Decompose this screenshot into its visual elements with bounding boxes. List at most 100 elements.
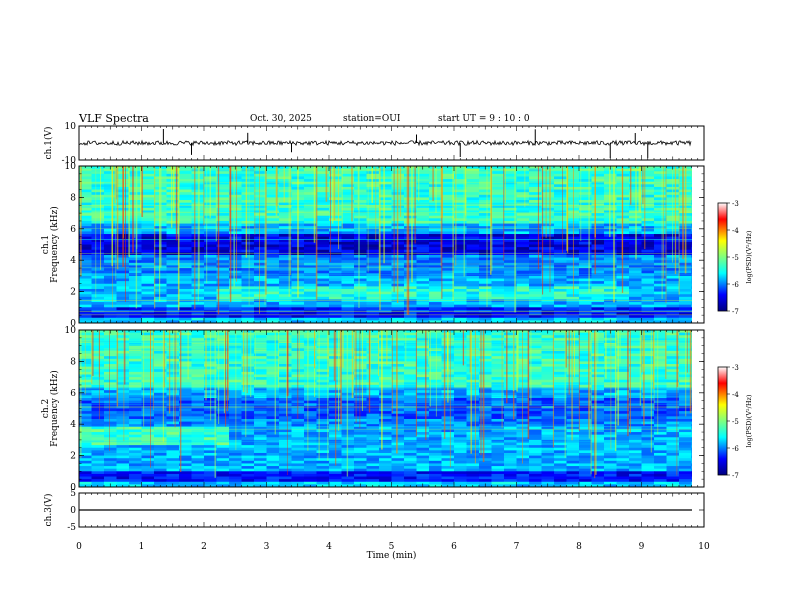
spectrogram-cell [629, 377, 642, 381]
spectrogram-cell [404, 176, 417, 180]
spectrogram-cell [204, 296, 217, 300]
spectrogram-cell [454, 291, 467, 295]
spectrogram-cell [116, 270, 130, 274]
spectrogram-cell [191, 361, 205, 365]
spectrogram-cell [79, 294, 92, 298]
spectrogram-cell [229, 307, 242, 311]
spectrogram-cell [366, 356, 380, 360]
spectrogram-cell [266, 400, 280, 404]
spectrogram-cell [491, 223, 505, 227]
spectrogram-cell [579, 400, 592, 404]
spectrogram-cell [416, 400, 430, 404]
spectrogram-cell [241, 223, 255, 227]
spectrogram-cell [266, 220, 280, 224]
spectrogram-cell [154, 421, 167, 425]
spectrogram-cell [579, 392, 592, 396]
spectrogram-cell [379, 296, 392, 300]
spectrogram-cell [254, 176, 267, 180]
spectrogram-cell [229, 228, 242, 232]
spectrogram-cell [441, 286, 455, 290]
spectrogram-cell [479, 390, 492, 394]
spectrogram-cell [279, 364, 292, 368]
spectrogram-cell [654, 361, 667, 365]
spectrogram-cell [241, 299, 255, 303]
spectrogram-cell [166, 299, 180, 303]
spectrogram-cell [654, 411, 667, 415]
spectrogram-cell [229, 358, 242, 362]
spectrogram-cell [216, 288, 230, 292]
spectrogram-cell [216, 249, 230, 253]
spectrogram-cell [304, 213, 317, 217]
spectrogram-cell [341, 213, 355, 217]
spectrogram-cell [204, 244, 217, 248]
spectrogram-cell [241, 226, 255, 230]
spectrogram-cell [591, 421, 605, 425]
spectrogram-cell [329, 179, 342, 183]
spectrogram-cell [179, 398, 192, 402]
spectrogram-cell [466, 228, 480, 232]
spectrogram-cell [441, 192, 455, 196]
spectrogram-cell [129, 348, 142, 352]
spectrogram-cell [291, 307, 305, 311]
spectrogram-cell [166, 288, 180, 292]
spectrogram-cell [554, 207, 567, 211]
spectrogram-cell [316, 353, 330, 357]
spectrogram-cell [229, 200, 242, 204]
spectrogram-cell [454, 281, 467, 285]
spectrogram-cell [79, 218, 92, 222]
spectrogram-cell [129, 356, 142, 360]
spectrogram-cell [379, 215, 392, 219]
spectrogram-cell [91, 379, 105, 383]
spectrogram-cell [79, 275, 92, 279]
spectrogram-cell [79, 268, 92, 272]
spectrogram-cell [379, 200, 392, 204]
spectrogram-cell [529, 356, 542, 360]
spectrogram-cell [179, 228, 192, 232]
spectrogram-cell [641, 215, 655, 219]
spectrogram-cell [229, 244, 242, 248]
spectrogram-cell [191, 421, 205, 425]
spectrogram-cell [141, 348, 155, 352]
spectrogram-cell [404, 377, 417, 381]
spectrogram-cell [416, 283, 430, 287]
spectrogram-cell [216, 398, 230, 402]
spectrogram-cell [566, 262, 580, 266]
spectrogram-ch2 [79, 330, 705, 488]
spectrogram-cell [529, 189, 542, 193]
spectrogram-cell [304, 377, 317, 381]
spectrogram-cell [541, 220, 555, 224]
spectrogram-cell [129, 239, 142, 243]
spectrogram-cell [316, 286, 330, 290]
spectrogram-cell [416, 171, 430, 175]
spectrogram-cell [454, 379, 467, 383]
spectrogram-cell [316, 364, 330, 368]
spectrogram-cell [479, 197, 492, 201]
spectrogram-cell [504, 213, 517, 217]
spectrogram-cell [441, 184, 455, 188]
spectrogram-cell [266, 268, 280, 272]
spectrogram-cell [404, 294, 417, 298]
spectrogram-cell [579, 371, 592, 375]
spectrogram-cell [79, 205, 92, 209]
spectrogram-cell [554, 304, 567, 308]
spectrogram-cell [79, 312, 92, 316]
spectrogram-cell [229, 408, 242, 412]
spectrogram-cell [441, 239, 455, 243]
spectrogram-cell [566, 296, 580, 300]
spectrogram-cell [341, 192, 355, 196]
spectrogram-cell [216, 358, 230, 362]
spectrogram-cell [379, 317, 392, 321]
spectrogram-cell [466, 184, 480, 188]
spectrogram-cell [329, 231, 342, 235]
spectrogram-cell [266, 194, 280, 198]
spectrogram-cell [254, 345, 267, 349]
spectrogram-cell [291, 421, 305, 425]
spectrogram-cell [366, 213, 380, 217]
spectrogram-cell [129, 262, 142, 266]
spectrogram-cell [129, 364, 142, 368]
spectrogram-cell [166, 262, 180, 266]
spectrogram-cell [591, 189, 605, 193]
spectrogram-cell [591, 171, 605, 175]
spectrogram-cell [116, 361, 130, 365]
spectrogram-cell [191, 358, 205, 362]
